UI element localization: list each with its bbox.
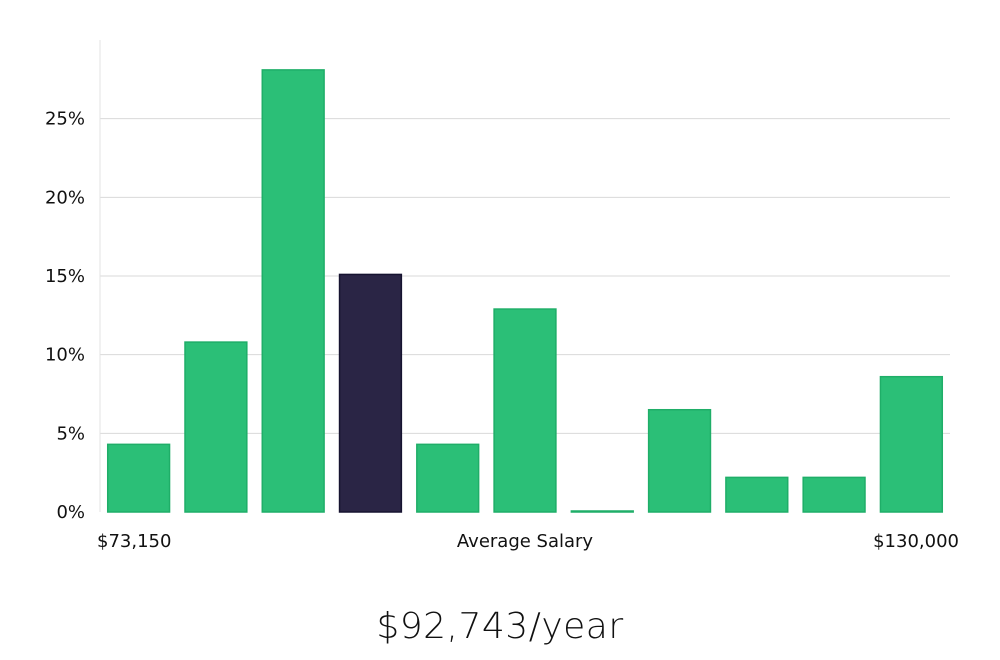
x-min-label: $73,150 bbox=[97, 531, 171, 552]
y-tick-label: 0% bbox=[56, 502, 85, 523]
salary-bar bbox=[570, 510, 634, 513]
salary-bar bbox=[802, 476, 866, 513]
y-tick-label: 15% bbox=[45, 266, 85, 287]
salary-bar bbox=[647, 408, 712, 513]
salary-bar bbox=[184, 341, 248, 513]
y-tick-label: 20% bbox=[45, 187, 85, 208]
y-tick-label: 10% bbox=[45, 345, 85, 366]
x-axis-title: Average Salary bbox=[457, 531, 594, 552]
salary-bar bbox=[725, 476, 789, 513]
salary-bar bbox=[416, 443, 480, 513]
highlighted-salary-bar bbox=[338, 273, 403, 513]
average-salary-value: $92,743/year bbox=[376, 606, 624, 647]
y-tick-label: 5% bbox=[56, 423, 85, 444]
salary-bar bbox=[879, 375, 944, 513]
y-axis-ticks: 0% 5% 10% 15% 20% 25% bbox=[45, 109, 85, 523]
y-tick-label: 25% bbox=[45, 109, 85, 130]
salary-bar bbox=[106, 443, 171, 513]
x-max-label: $130,000 bbox=[873, 531, 959, 552]
salary-chart: 0%5%10%15%20%25% $73,150 Average Salary … bbox=[45, 40, 959, 552]
salary-bar bbox=[493, 308, 557, 513]
salary-bar bbox=[261, 69, 325, 513]
bars-layer bbox=[106, 69, 944, 513]
